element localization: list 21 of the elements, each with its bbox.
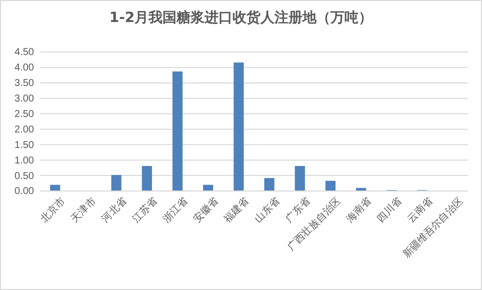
x-tick-label: 山东省 <box>252 195 282 225</box>
y-tick-label: 1.00 <box>14 155 34 166</box>
y-tick-label: 0.50 <box>14 170 34 182</box>
x-tick-label: 天津市 <box>68 195 98 225</box>
x-tick-label: 安徽省 <box>191 195 221 225</box>
y-tick-label: 3.50 <box>14 78 34 90</box>
y-tick-label: 2.00 <box>14 124 34 136</box>
x-tick-label: 北京市 <box>38 195 68 225</box>
x-tick-label: 江苏省 <box>130 195 160 225</box>
y-tick-label: 1.50 <box>14 140 34 151</box>
chart-title: 1-2月我国糖浆进口收货人注册地（万吨） <box>109 9 373 26</box>
y-tick-label: 3.00 <box>14 94 34 105</box>
y-tick-label: 4.50 <box>14 47 34 58</box>
x-tick-label: 河北省 <box>99 195 130 225</box>
x-tick-label: 四川省 <box>374 195 404 225</box>
y-tick-label: 0.00 <box>14 186 34 198</box>
x-tick-label: 海南省 <box>344 195 374 225</box>
x-tick-label: 福建省 <box>222 195 252 225</box>
x-tick-label: 浙江省 <box>160 195 190 225</box>
y-tick-label: 2.50 <box>14 108 34 120</box>
y-tick-label: 4.00 <box>14 62 34 74</box>
